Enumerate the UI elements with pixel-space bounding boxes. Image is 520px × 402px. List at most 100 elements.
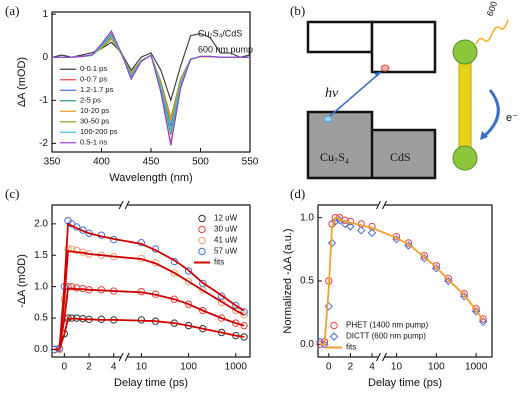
x-axis-label: Wavelength (nm) [109, 172, 192, 184]
legend-label: 30-50 ps [80, 117, 109, 126]
legend-marker [329, 332, 339, 341]
y-tick-label: 0.0 [300, 339, 314, 350]
material-label: CdS [390, 150, 411, 164]
legend-label: 0-0.1 ps [80, 64, 107, 73]
legend-label: PHET (1400 nm pump) [346, 321, 428, 330]
axis-break [378, 355, 385, 359]
legend-marker [198, 225, 206, 234]
x-tick-label: 550 [242, 157, 259, 168]
point [460, 289, 468, 298]
point [217, 314, 226, 322]
axis-break [121, 355, 128, 359]
point [356, 226, 366, 235]
photon-label: hν [325, 86, 339, 101]
legend-marker [330, 321, 338, 330]
y-tick-label: 1 [42, 9, 48, 20]
point [184, 300, 193, 308]
point [232, 301, 240, 310]
point [240, 321, 248, 330]
legend-marker [198, 247, 206, 256]
point [420, 251, 429, 260]
axis-break [121, 203, 128, 207]
point [199, 279, 207, 288]
x-tick-label: 500 [192, 157, 209, 168]
y-axis-label: -ΔA (mOD) [16, 254, 28, 308]
nanorod [458, 59, 472, 155]
break-mark [124, 200, 130, 210]
annotation: 600 nm pump [198, 44, 253, 54]
y-tick-label: 1.5 [34, 250, 48, 261]
point [232, 319, 240, 327]
point [240, 311, 248, 319]
pump-wave [475, 19, 509, 45]
x-axis-label: Delay time (ps) [368, 377, 442, 389]
point [346, 222, 355, 231]
plot-frame [51, 204, 251, 358]
x-tick-label: 350 [44, 157, 61, 168]
x-tick-label: 100 [180, 362, 197, 373]
point [184, 267, 193, 275]
point [320, 340, 329, 349]
y-axis-label: ΔA (mOD) [16, 57, 28, 107]
excitation-arrow [329, 71, 382, 117]
point [471, 307, 481, 316]
vb-boxes [306, 110, 437, 180]
legend-label: DICTT (600 nm pump) [346, 332, 426, 341]
legend-label: 2-5 ps [80, 96, 101, 105]
break-mark [124, 352, 130, 362]
legend-label: 1.2-1.7 ps [80, 85, 114, 94]
cb-right [370, 20, 437, 74]
series-line [52, 29, 250, 146]
point [68, 282, 76, 291]
y-tick-label: 0.5 [300, 276, 314, 287]
arrow-head [374, 72, 381, 77]
point [420, 253, 429, 263]
x-axis-label: Delay time (ps) [114, 377, 188, 389]
fit-line [54, 317, 245, 351]
legend-label: 100-200 ps [80, 127, 118, 136]
legend-label: 57 uW [214, 247, 238, 256]
x-tick-label: 10 [136, 362, 148, 373]
y-axis-label: Normalized -ΔA (a.u.) [282, 228, 294, 333]
x-tick-label: 2 [348, 362, 354, 373]
cb-left [306, 20, 374, 54]
point [432, 264, 441, 273]
legend-label: 12 uW [214, 214, 238, 223]
x-tick-label: 400 [93, 157, 110, 168]
transfer-arrow [481, 89, 500, 140]
legend-marker [198, 214, 206, 223]
arrow-head [480, 131, 488, 140]
point [327, 238, 337, 248]
break-mark [376, 200, 381, 210]
material-label: Cu₇S₄ [320, 150, 349, 164]
point [472, 305, 480, 313]
point [324, 302, 334, 311]
break-mark [118, 200, 124, 210]
axis-break [378, 203, 385, 207]
break-mark [118, 352, 124, 362]
y-tick-label: 0 [42, 52, 48, 63]
y-tick-label: -2 [39, 138, 48, 149]
point [331, 217, 340, 226]
point [392, 234, 401, 244]
annotation: Cu₇S₄/CdS [198, 28, 242, 38]
x-tick-label: 0 [326, 362, 332, 373]
panel-label: (d) [290, 186, 305, 201]
x-tick-label: 1000 [465, 362, 488, 373]
break-mark [376, 352, 381, 362]
point [232, 306, 240, 315]
point [404, 241, 413, 250]
break-mark [382, 200, 387, 210]
y-tick-label: 1.0 [34, 281, 48, 292]
panel-label: (c) [5, 186, 19, 201]
series-line [51, 32, 251, 103]
point [217, 292, 226, 300]
hole-dot [323, 115, 333, 123]
x-tick-label: 4 [111, 362, 117, 373]
legend-label: 30 uW [214, 225, 238, 234]
x-tick-label: 10 [391, 362, 403, 373]
y-tick-label: 2.0 [34, 218, 48, 229]
break-mark [382, 352, 387, 362]
